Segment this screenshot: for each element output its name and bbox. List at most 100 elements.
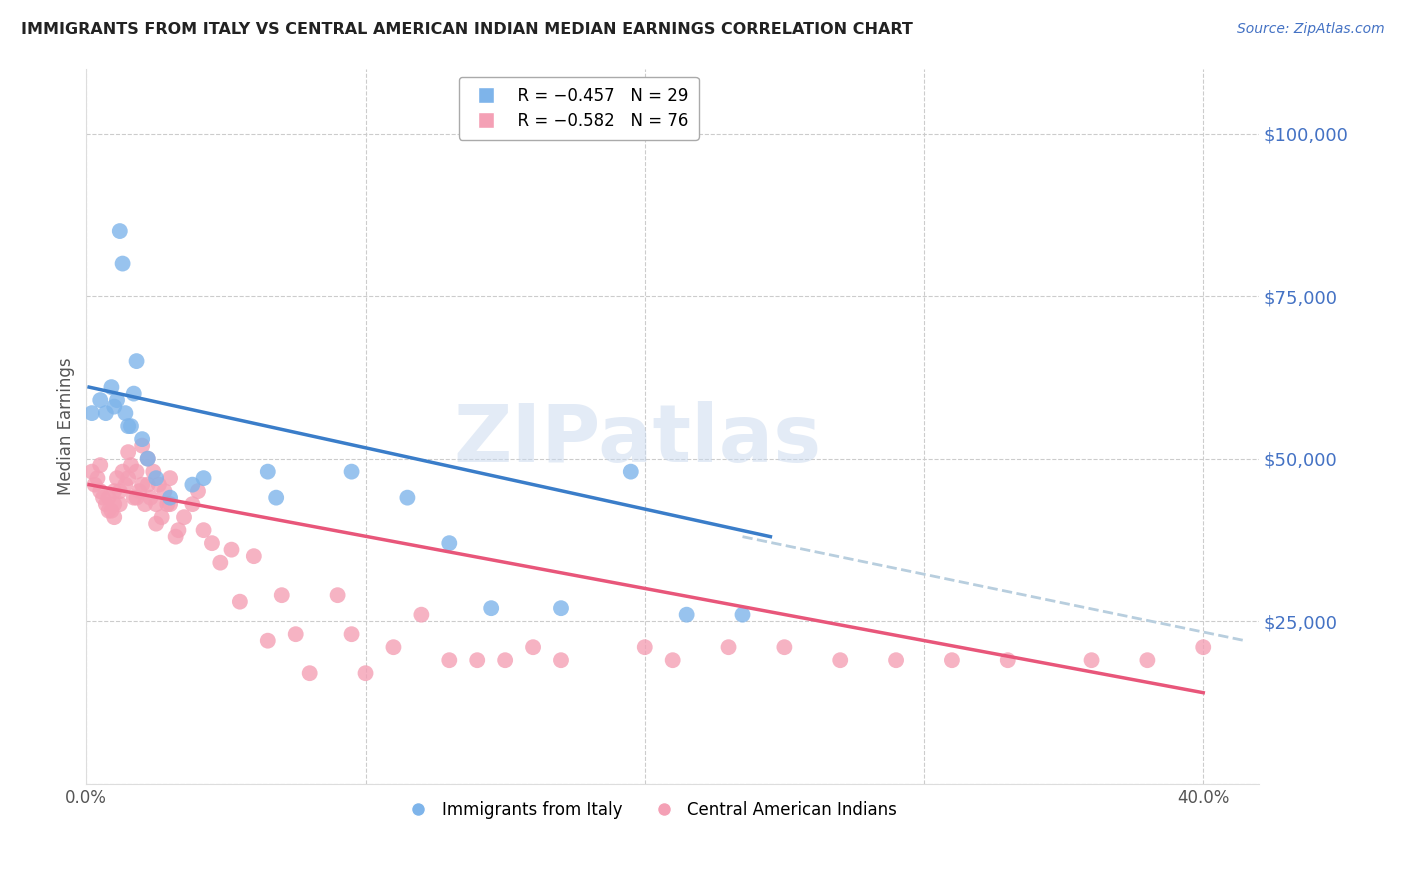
Point — [243, 549, 266, 564]
Point — [103, 400, 125, 414]
Point — [91, 491, 114, 505]
Point — [159, 497, 181, 511]
Point — [128, 484, 150, 499]
Point — [136, 451, 159, 466]
Point — [105, 471, 128, 485]
Point — [731, 607, 754, 622]
Point — [94, 406, 117, 420]
Point — [131, 477, 153, 491]
Text: Source: ZipAtlas.com: Source: ZipAtlas.com — [1237, 22, 1385, 37]
Point — [439, 653, 461, 667]
Point — [80, 465, 103, 479]
Point — [114, 406, 136, 420]
Point — [89, 393, 111, 408]
Point — [229, 595, 252, 609]
Point — [479, 601, 502, 615]
Point — [1080, 653, 1102, 667]
Point — [167, 523, 190, 537]
Point — [136, 477, 159, 491]
Point — [159, 471, 181, 485]
Point — [108, 497, 131, 511]
Point — [156, 497, 179, 511]
Point — [131, 432, 153, 446]
Point — [145, 516, 167, 531]
Point — [117, 471, 139, 485]
Point — [108, 484, 131, 499]
Point — [94, 497, 117, 511]
Point — [396, 491, 419, 505]
Point — [661, 653, 683, 667]
Point — [100, 380, 122, 394]
Point — [298, 666, 321, 681]
Point — [114, 477, 136, 491]
Point — [354, 666, 377, 681]
Point — [522, 640, 544, 655]
Point — [100, 503, 122, 517]
Point — [181, 497, 204, 511]
Point — [103, 484, 125, 499]
Point — [136, 451, 159, 466]
Point — [209, 556, 232, 570]
Point — [884, 653, 907, 667]
Point — [173, 510, 195, 524]
Point — [86, 471, 108, 485]
Point — [187, 484, 209, 499]
Point — [97, 503, 120, 517]
Point — [111, 256, 134, 270]
Point — [125, 465, 148, 479]
Point — [165, 530, 187, 544]
Point — [326, 588, 349, 602]
Point — [941, 653, 963, 667]
Point — [997, 653, 1019, 667]
Point — [125, 491, 148, 505]
Point — [717, 640, 740, 655]
Point — [465, 653, 488, 667]
Legend: Immigrants from Italy, Central American Indians: Immigrants from Italy, Central American … — [395, 794, 904, 825]
Point — [201, 536, 224, 550]
Point — [256, 465, 278, 479]
Point — [193, 471, 215, 485]
Point — [139, 491, 162, 505]
Point — [125, 354, 148, 368]
Point — [97, 491, 120, 505]
Point — [1136, 653, 1159, 667]
Point — [122, 491, 145, 505]
Point — [145, 471, 167, 485]
Point — [120, 419, 142, 434]
Point — [80, 406, 103, 420]
Point — [153, 484, 176, 499]
Point — [550, 601, 572, 615]
Point — [270, 588, 292, 602]
Point — [634, 640, 657, 655]
Y-axis label: Median Earnings: Median Earnings — [58, 358, 75, 495]
Point — [830, 653, 852, 667]
Point — [117, 419, 139, 434]
Point — [122, 386, 145, 401]
Point — [150, 510, 173, 524]
Point — [181, 477, 204, 491]
Point — [120, 458, 142, 472]
Point — [103, 510, 125, 524]
Point — [89, 484, 111, 499]
Point — [550, 653, 572, 667]
Point — [411, 607, 433, 622]
Point — [773, 640, 796, 655]
Point — [382, 640, 405, 655]
Point — [264, 491, 287, 505]
Text: ZIPatlas: ZIPatlas — [453, 401, 821, 479]
Point — [221, 542, 243, 557]
Text: IMMIGRANTS FROM ITALY VS CENTRAL AMERICAN INDIAN MEDIAN EARNINGS CORRELATION CHA: IMMIGRANTS FROM ITALY VS CENTRAL AMERICA… — [21, 22, 912, 37]
Point — [131, 439, 153, 453]
Point — [340, 627, 363, 641]
Point — [134, 497, 156, 511]
Point — [83, 477, 105, 491]
Point — [193, 523, 215, 537]
Point — [620, 465, 643, 479]
Point — [284, 627, 307, 641]
Point — [675, 607, 697, 622]
Point — [111, 465, 134, 479]
Point — [145, 497, 167, 511]
Point — [117, 445, 139, 459]
Point — [256, 633, 278, 648]
Point — [494, 653, 516, 667]
